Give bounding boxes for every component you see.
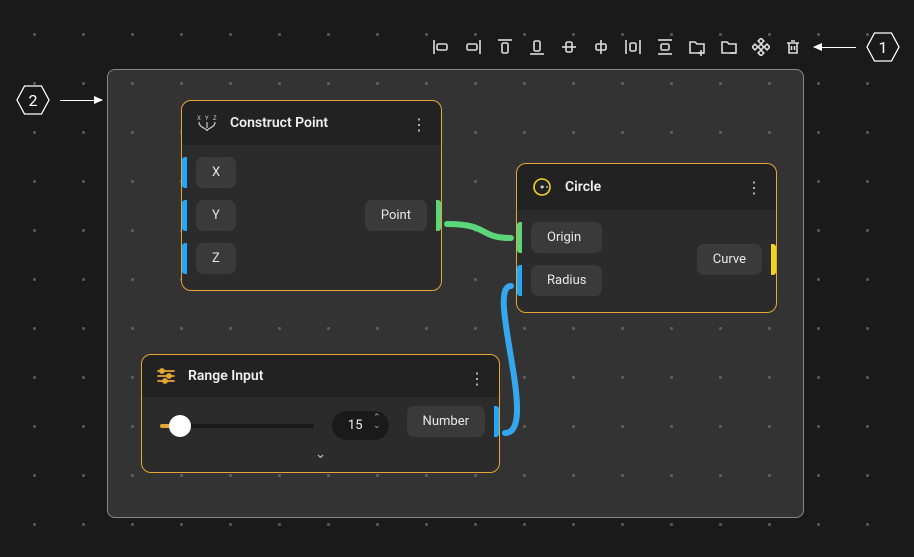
- node-title: Circle: [565, 179, 601, 195]
- range-slider[interactable]: [160, 424, 314, 428]
- port-number[interactable]: Number: [407, 406, 485, 437]
- stepper-icon[interactable]: ⌃⌄: [373, 414, 381, 430]
- align-v-center-icon[interactable]: [558, 36, 580, 58]
- align-h-center-icon[interactable]: [590, 36, 612, 58]
- svg-text:Y: Y: [205, 115, 209, 122]
- auto-layout-icon[interactable]: [750, 36, 772, 58]
- group-add-icon[interactable]: [686, 36, 708, 58]
- align-bottom-icon[interactable]: [526, 36, 548, 58]
- port-curve[interactable]: Curve: [697, 244, 762, 275]
- delete-icon[interactable]: [782, 36, 804, 58]
- port-y[interactable]: Y: [196, 200, 236, 231]
- port-origin[interactable]: Origin: [531, 222, 602, 253]
- range-value-input[interactable]: 15 ⌃⌄: [332, 411, 389, 440]
- svg-text:Z: Z: [213, 115, 217, 122]
- callout-1: 1: [814, 32, 900, 62]
- port-z[interactable]: Z: [196, 243, 236, 274]
- align-right-icon[interactable]: [462, 36, 484, 58]
- distribute-v-icon[interactable]: [654, 36, 676, 58]
- group-remove-icon[interactable]: [718, 36, 740, 58]
- align-left-icon[interactable]: [430, 36, 452, 58]
- callout-1-label: 1: [866, 32, 900, 62]
- node-menu-icon[interactable]: ⋮: [411, 115, 427, 134]
- node-range-input[interactable]: Range Input ⋮ 15 ⌃⌄ Number ⌄: [141, 354, 500, 473]
- port-point[interactable]: Point: [365, 200, 427, 231]
- node-header[interactable]: Range Input ⋮: [142, 355, 499, 397]
- node-construct-point[interactable]: X Y Z Construct Point ⋮ X Y Z Point: [181, 100, 442, 291]
- node-header[interactable]: X Y Z Construct Point ⋮: [182, 101, 441, 145]
- node-circle[interactable]: Circle ⋮ Origin Radius Curve: [516, 163, 777, 313]
- align-top-icon[interactable]: [494, 36, 516, 58]
- sliders-icon: [156, 367, 176, 385]
- node-menu-icon[interactable]: ⋮: [469, 369, 485, 388]
- node-menu-icon[interactable]: ⋮: [746, 178, 762, 197]
- callout-2: 2: [16, 85, 102, 115]
- distribute-h-icon[interactable]: [622, 36, 644, 58]
- xyz-icon: X Y Z: [196, 113, 218, 133]
- callout-2-label: 2: [16, 85, 50, 115]
- svg-text:X: X: [197, 115, 201, 122]
- node-title: Range Input: [188, 368, 263, 384]
- node-title: Construct Point: [230, 115, 328, 131]
- alignment-toolbar: [430, 36, 804, 58]
- circle-icon: [531, 176, 553, 198]
- port-radius[interactable]: Radius: [531, 265, 602, 296]
- expand-chevron-icon[interactable]: ⌄: [142, 442, 499, 472]
- node-header[interactable]: Circle ⋮: [517, 164, 776, 210]
- slider-thumb[interactable]: [169, 415, 191, 437]
- port-x[interactable]: X: [196, 157, 236, 188]
